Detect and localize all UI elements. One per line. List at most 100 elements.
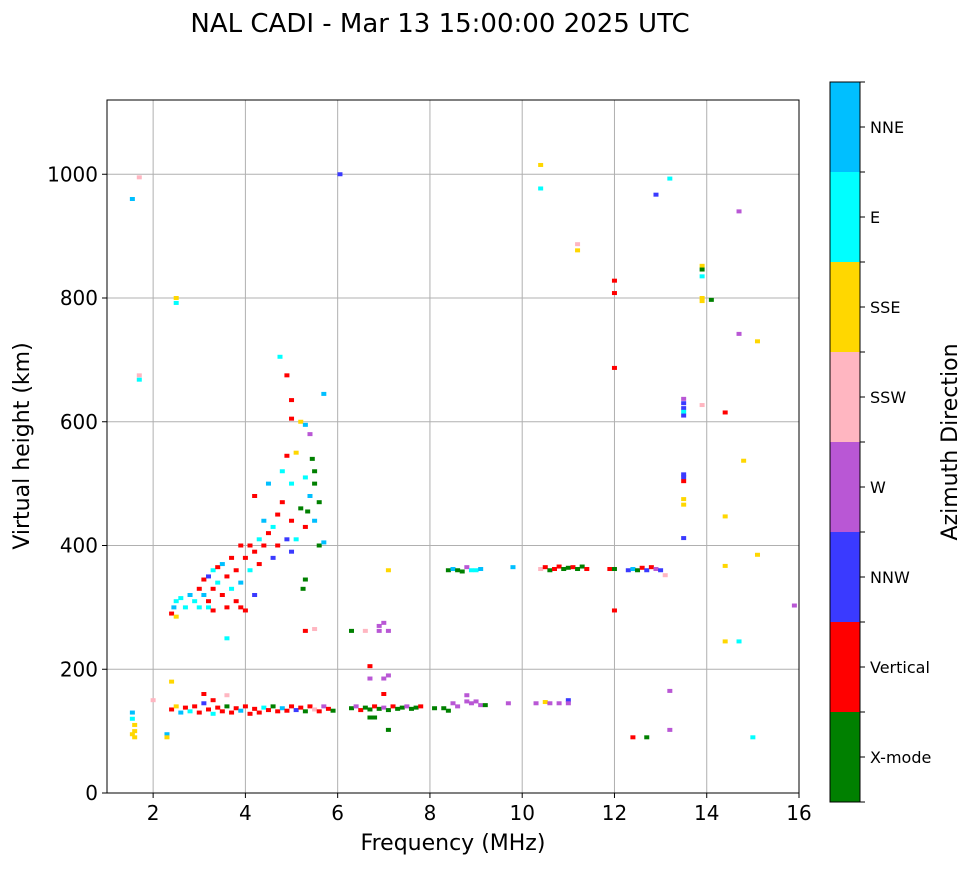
data-point-vertical [648, 565, 654, 570]
data-point-vertical [201, 577, 207, 582]
data-point-w [667, 688, 673, 693]
data-point-nne [129, 710, 135, 715]
data-point-vertical [372, 704, 378, 709]
data-point-vertical [418, 704, 424, 709]
data-point-vertical [229, 555, 235, 560]
data-point-e [279, 469, 285, 474]
data-point-vertical [390, 704, 396, 709]
data-point-sse [132, 722, 138, 727]
data-point-w [376, 623, 382, 628]
colorbar-swatch-x-mode [830, 712, 860, 802]
data-point-sse [173, 614, 179, 619]
data-point-e [667, 176, 673, 181]
data-point-w [565, 701, 571, 706]
data-point-vertical [233, 599, 239, 604]
data-point-x-mode [372, 715, 378, 720]
data-point-e [136, 377, 142, 382]
data-point-sse [293, 450, 299, 455]
data-point-e [468, 568, 474, 573]
data-point-e [196, 605, 202, 610]
data-point-w [376, 628, 382, 633]
data-point-nne [261, 518, 267, 523]
data-point-vertical [275, 709, 281, 714]
data-point-x-mode [349, 628, 355, 633]
data-point-x-mode [300, 586, 306, 591]
data-point-e [261, 705, 267, 710]
data-point-x-mode [362, 705, 368, 710]
data-point-w [473, 699, 479, 704]
data-point-ssw [150, 698, 156, 703]
data-point-w [464, 565, 470, 570]
colorbar-swatch-w [830, 442, 860, 532]
colorbar-swatch-sse [830, 262, 860, 352]
data-point-sse [722, 514, 728, 519]
data-point-w [505, 701, 511, 706]
data-point-ssw [224, 693, 230, 698]
data-point-e [215, 580, 221, 585]
colorbar-tick-label: E [870, 208, 880, 227]
data-point-x-mode [408, 706, 414, 711]
data-point-sse [575, 248, 581, 253]
data-point-w [791, 603, 797, 608]
data-point-nne [478, 567, 484, 572]
data-point-x-mode [367, 715, 373, 720]
grid-lines [107, 100, 800, 794]
data-point-w [736, 331, 742, 336]
data-point-vertical [289, 398, 295, 403]
data-point-x-mode [482, 703, 488, 708]
data-point-vertical [252, 494, 258, 498]
data-point-nne [178, 710, 184, 715]
data-point-e [229, 586, 235, 591]
data-point-x-mode [224, 704, 230, 709]
y-tick-label: 1000 [47, 162, 98, 186]
data-point-vertical [201, 692, 207, 696]
data-point-x-mode [399, 705, 405, 710]
data-point-ssw [362, 628, 368, 633]
data-point-w [367, 676, 373, 681]
data-point-sse [741, 458, 747, 463]
data-point-x-mode [349, 706, 355, 711]
data-point-x-mode [302, 577, 308, 582]
data-point-vertical [252, 549, 258, 554]
data-point-nnw [625, 568, 631, 573]
data-point-sse [722, 639, 728, 644]
data-point-ssw [575, 242, 581, 247]
chart-title: NAL CADI - Mar 13 15:00:00 2025 UTC [190, 9, 689, 39]
data-point-vertical [205, 599, 211, 604]
data-point-vertical [551, 567, 557, 572]
data-point-nnw [681, 406, 687, 411]
data-point-sse [754, 552, 760, 557]
data-point-vertical [542, 565, 548, 570]
data-point-vertical [256, 562, 262, 567]
data-point-x-mode [316, 543, 322, 548]
data-point-sse [681, 502, 687, 507]
data-point-sse [754, 339, 760, 344]
data-point-sse [173, 296, 179, 300]
data-point-x-mode [367, 707, 373, 712]
colorbar-swatch-e [830, 172, 860, 262]
data-point-w [385, 628, 391, 633]
data-point-x-mode [459, 569, 465, 574]
data-point-e [750, 735, 756, 740]
data-point-vertical [215, 705, 221, 710]
data-point-vertical [302, 524, 308, 529]
data-point-vertical [256, 710, 262, 715]
data-point-x-mode [455, 568, 461, 573]
data-point-vertical [238, 605, 244, 610]
data-point-x-mode [413, 705, 419, 710]
data-point-w [404, 704, 410, 709]
data-point-vertical [279, 500, 285, 505]
data-point-w [478, 703, 484, 708]
data-point-sse [173, 704, 179, 709]
data-point-sse [164, 735, 170, 740]
data-point-sse [681, 497, 687, 502]
data-point-vertical [210, 698, 216, 703]
x-tick-label: 16 [786, 801, 811, 825]
data-point-x-mode [644, 735, 650, 740]
data-point-vertical [367, 664, 373, 669]
data-point-sse [385, 568, 391, 573]
x-tick-label: 12 [602, 801, 627, 825]
data-point-ssw [136, 373, 142, 378]
data-point-vertical [265, 708, 271, 713]
data-point-w [556, 701, 562, 706]
